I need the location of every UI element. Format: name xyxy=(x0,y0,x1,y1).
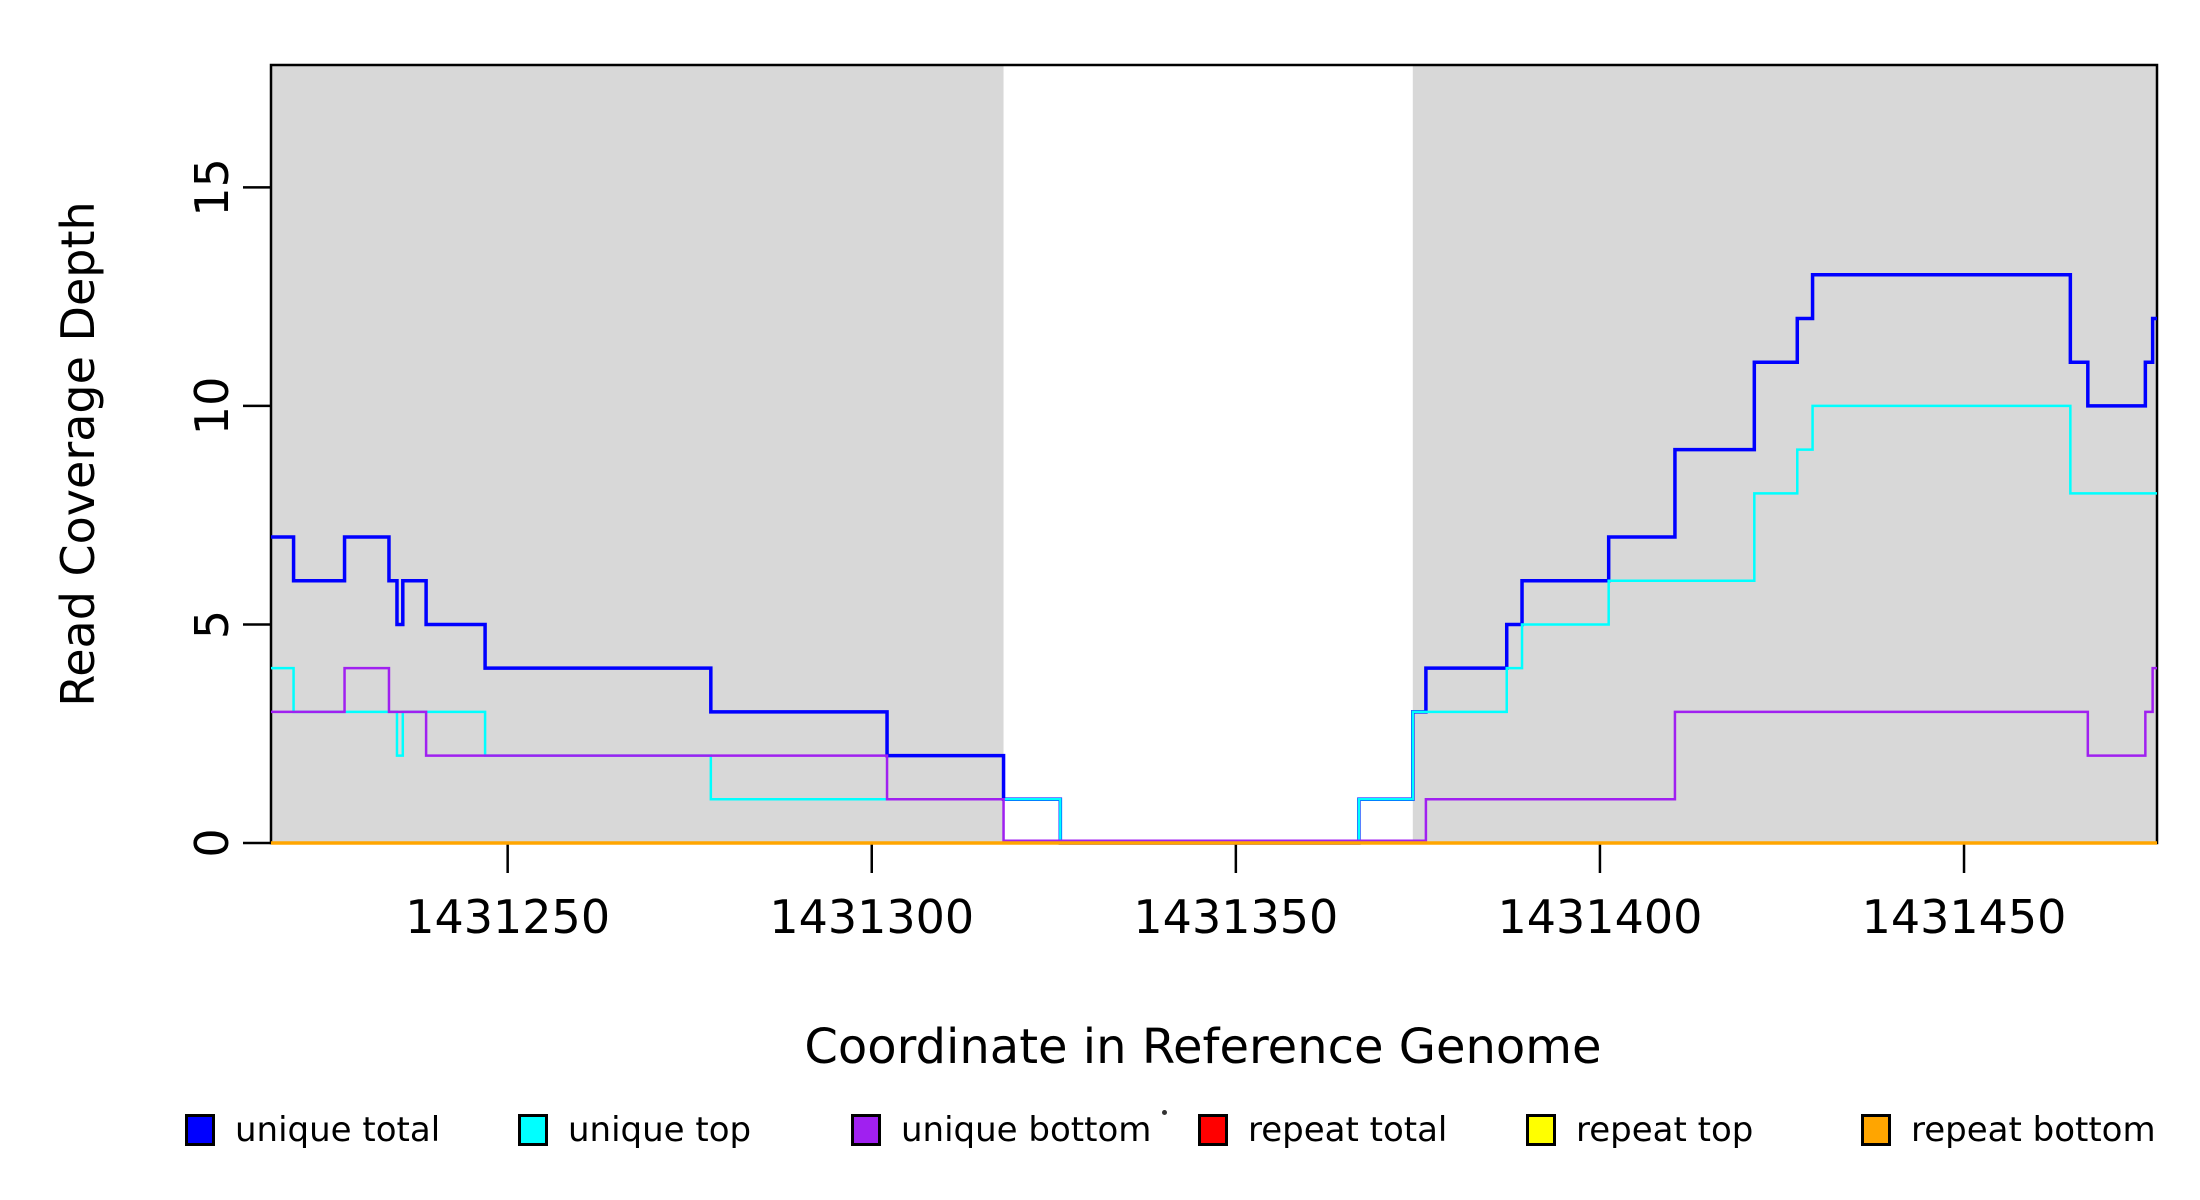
legend-item-unique-top: unique top xyxy=(518,1108,751,1152)
series-unique-top xyxy=(271,404,2157,845)
y-tick-label: 10 xyxy=(185,377,239,436)
y-tick-label: 0 xyxy=(185,828,239,857)
legend-label: unique top xyxy=(568,1110,752,1150)
x-axis-title: Coordinate in Reference Genome xyxy=(804,1019,1602,1075)
y-axis-title: Read Coverage Depth xyxy=(51,201,105,707)
x-tick-label: 1431250 xyxy=(405,890,610,944)
legend-label: unique total xyxy=(235,1110,441,1150)
legend-swatch-repeat-bottom xyxy=(1861,1114,1891,1146)
x-tick-label: 1431300 xyxy=(769,890,974,944)
legend: unique total unique top unique bottom repea… xyxy=(0,1108,2200,1168)
legend-item-repeat-top: repeat top xyxy=(1526,1108,1753,1152)
legend-item-repeat-bottom: repeat bottom xyxy=(1861,1108,2156,1152)
legend-swatch-unique-top xyxy=(518,1114,548,1146)
stray-dot xyxy=(1162,1110,1167,1115)
x-tick-label: 1431350 xyxy=(1133,890,1338,944)
legend-label: repeat bottom xyxy=(1911,1110,2156,1150)
legend-swatch-repeat-total xyxy=(1198,1114,1228,1146)
legend-swatch-unique-total xyxy=(185,1114,215,1146)
legend-label: repeat top xyxy=(1576,1110,1754,1150)
legend-label: repeat total xyxy=(1248,1110,1448,1150)
shaded-region-1 xyxy=(1412,65,2157,843)
legend-swatch-repeat-top xyxy=(1526,1114,1556,1146)
y-tick-label: 5 xyxy=(185,610,239,639)
legend-swatch-unique-bottom xyxy=(851,1114,881,1146)
legend-label: unique bottom xyxy=(901,1110,1152,1150)
legend-item-unique-bottom: unique bottom xyxy=(851,1108,1151,1152)
legend-item-repeat-total: repeat total xyxy=(1198,1108,1447,1152)
shaded-region-0 xyxy=(271,65,1004,843)
legend-item-unique-total: unique total xyxy=(185,1108,440,1152)
x-tick-label: 1431400 xyxy=(1498,890,1703,944)
series-unique-bottom xyxy=(271,666,2157,843)
y-tick-label: 15 xyxy=(185,158,239,217)
x-tick-label: 1431450 xyxy=(1862,890,2067,944)
